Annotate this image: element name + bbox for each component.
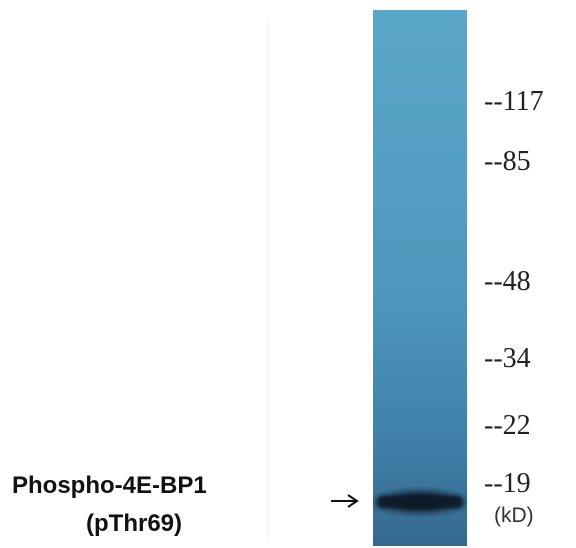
protein-band: [377, 496, 463, 508]
right-arrow-icon: [331, 494, 359, 508]
protein-label-line2: (pThr69): [86, 510, 182, 537]
marker-85: --85: [484, 146, 531, 177]
marker-19: --19: [484, 468, 531, 499]
marker-117: --117: [484, 86, 544, 117]
marker-34: --34: [484, 343, 531, 374]
blot-lane: [373, 10, 467, 546]
protein-label-line1: Phospho-4E-BP1: [12, 472, 207, 499]
marker-48: --48: [484, 266, 531, 297]
unit-label: (kD): [494, 504, 534, 527]
background-divider: [268, 20, 269, 540]
marker-22: --22: [484, 410, 531, 441]
